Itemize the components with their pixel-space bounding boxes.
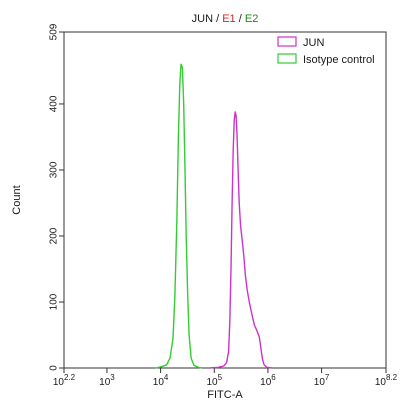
series-line-jun — [209, 111, 273, 369]
chart-title: JUN / E1 / E2 — [192, 13, 259, 25]
series-layer — [155, 63, 273, 369]
x-tick-label: 103 — [99, 373, 115, 388]
legend-label-isotype-control: Isotype control — [303, 54, 375, 66]
y-tick-label: 400 — [49, 95, 60, 112]
legend-swatch-isotype-control — [277, 53, 297, 64]
title-part-0: JUN — [192, 13, 213, 25]
title-part-3: / — [236, 13, 245, 25]
y-axis-label: Count — [11, 185, 23, 214]
x-tick-label: 102.2 — [53, 373, 76, 388]
x-tick-label: 105 — [206, 373, 222, 388]
y-tick-label: 300 — [49, 161, 60, 178]
x-axis-label: FITC-A — [207, 389, 243, 401]
x-tick-label: 107 — [314, 373, 330, 388]
title-part-1: / — [213, 13, 222, 25]
x-axis: 102.2 103 104 105 106 107 108.2 — [53, 368, 398, 388]
series-line-isotype-control — [155, 63, 203, 369]
legend: JUN Isotype control — [277, 36, 375, 66]
title-part-2: E1 — [222, 13, 235, 25]
y-tick-label: 509 — [49, 23, 60, 40]
legend-swatch-jun — [277, 36, 297, 47]
x-tick-label: 108.2 — [375, 373, 398, 388]
y-tick-label: 0 — [49, 365, 60, 371]
x-tick-label: 106 — [260, 373, 276, 388]
y-tick-label: 100 — [49, 293, 60, 310]
x-tick-label: 104 — [153, 373, 169, 388]
legend-label-jun: JUN — [303, 37, 324, 49]
y-axis: 0 100 200 300 400 509 — [49, 23, 64, 371]
plot-frame — [63, 31, 387, 369]
title-part-4: E2 — [245, 13, 258, 25]
y-tick-label: 200 — [49, 227, 60, 244]
